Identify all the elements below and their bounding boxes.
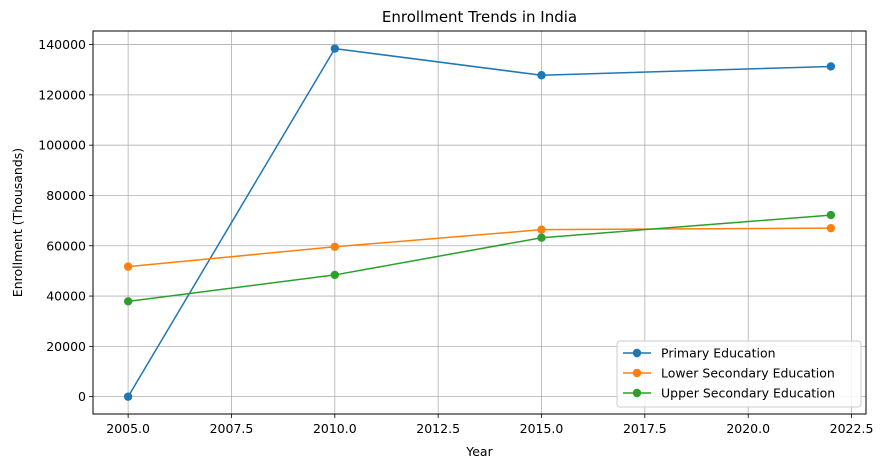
legend-item: Lower Secondary Education (623, 366, 835, 381)
data-point (330, 242, 340, 251)
series-group (123, 223, 836, 271)
data-point (537, 225, 546, 234)
y-tick-label: 40000 (46, 289, 86, 304)
x-tick-label: 2020.0 (726, 421, 770, 436)
legend-item: Upper Secondary Education (623, 386, 835, 401)
y-tick-label: 80000 (46, 188, 86, 203)
x-tick-label: 2005.0 (106, 421, 150, 436)
legend-box (616, 340, 862, 408)
data-point (123, 297, 133, 306)
series-group (123, 44, 836, 401)
series-group (123, 210, 836, 306)
y-tick-label: 100000 (38, 138, 86, 153)
y-tick-label: 60000 (46, 238, 86, 253)
x-tick-label: 2010.0 (313, 421, 357, 436)
y-tick-label: 120000 (38, 87, 86, 102)
legend-marker (632, 348, 642, 358)
data-point (826, 223, 836, 233)
legend-label: Lower Secondary Education (661, 366, 835, 381)
data-point (537, 71, 546, 80)
x-tick-label: 2022.5 (830, 421, 874, 436)
legend-item: Primary Education (623, 346, 776, 361)
legend-label: Upper Secondary Education (661, 386, 835, 401)
legend-marker (632, 368, 642, 378)
data-point (330, 44, 340, 53)
data-point (826, 210, 836, 220)
chart-title: Enrollment Trends in India (382, 8, 577, 26)
x-axis-ticks: 2005.0 2007.5 2010.0 2012.5 2015.0 2017.5 2020… (106, 414, 873, 436)
series-line (128, 214, 831, 303)
x-tick-label: 2015.0 (520, 421, 564, 436)
series-line (127, 47, 831, 398)
y-axis-title: Enrollment (Thousands) (10, 148, 25, 297)
series-group (123, 44, 836, 401)
x-axis-title: Year (465, 444, 493, 459)
y-tick-label: 20000 (46, 339, 86, 354)
y-tick-label: 0 (78, 389, 86, 404)
x-tick-label: 2017.5 (623, 421, 667, 436)
axes-frame (92, 30, 867, 415)
y-axis-ticks: 0 20000 40000 60000 80000 100000 120000 140000 (38, 37, 93, 404)
legend: Primary Education Lower Secondary Educati… (616, 340, 862, 408)
data-point (537, 233, 546, 242)
data-point (826, 62, 836, 71)
legend-label: Primary Education (661, 346, 776, 361)
data-point (123, 262, 133, 271)
legend-marker (632, 388, 642, 398)
x-tick-label: 2012.5 (416, 421, 460, 436)
data-point (330, 270, 340, 280)
data-point (123, 392, 133, 401)
x-tick-label: 2007.5 (210, 421, 254, 436)
y-tick-label: 140000 (38, 37, 86, 52)
series-line (128, 227, 831, 268)
